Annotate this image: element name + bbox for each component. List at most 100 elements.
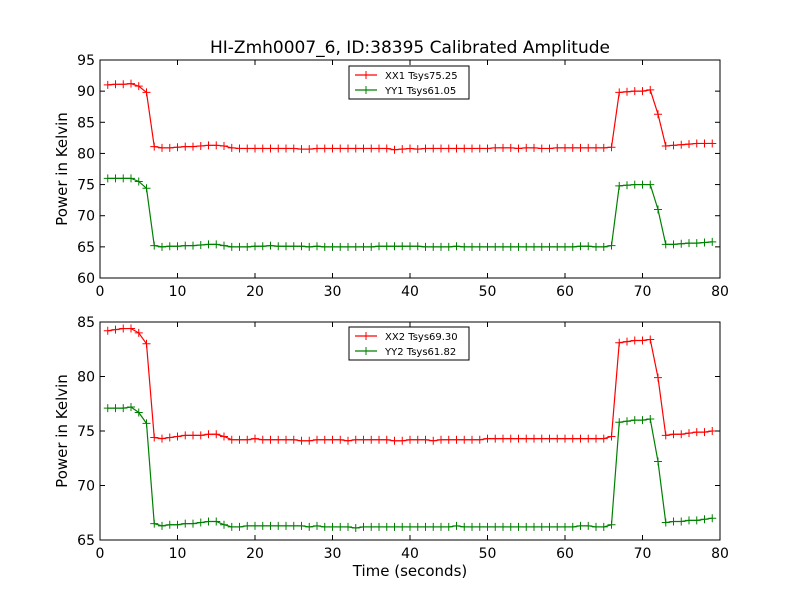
data-point: [320, 435, 329, 444]
data-point: [398, 242, 407, 251]
series-1-2: [103, 174, 717, 251]
data-point: [111, 80, 120, 89]
series-2-2: [103, 403, 717, 533]
data-point: [243, 144, 252, 153]
data-point: [692, 139, 701, 148]
y-tick-label: 80: [77, 370, 95, 386]
data-point: [661, 240, 670, 249]
data-point: [111, 174, 120, 183]
data-point: [661, 431, 670, 440]
data-point: [266, 144, 275, 153]
data-point: [212, 240, 221, 249]
data-point: [382, 242, 391, 251]
data-point: [623, 337, 631, 346]
x-tick-label: 70: [634, 546, 652, 562]
legend-box: [348, 65, 470, 100]
data-point: [429, 144, 438, 153]
data-point: [142, 339, 151, 348]
data-point: [258, 144, 267, 153]
data-point: [506, 242, 515, 251]
data-point: [646, 180, 655, 189]
data-point: [592, 522, 600, 531]
data-point: [313, 435, 321, 444]
data-point: [181, 431, 190, 440]
data-point: [522, 143, 531, 152]
data-point: [274, 144, 283, 153]
legend-label: YY1 Tsys61.05: [384, 86, 456, 97]
data-point: [669, 430, 678, 439]
data-point: [243, 242, 252, 251]
data-point: [685, 239, 693, 248]
data-point: [212, 430, 221, 439]
data-point: [165, 143, 174, 152]
data-point: [196, 141, 205, 150]
legend-label: YY2 Tsys61.82: [384, 347, 456, 358]
data-point: [568, 143, 577, 152]
data-point: [103, 174, 112, 183]
data-point: [475, 435, 484, 444]
data-point: [576, 242, 585, 251]
data-point: [289, 242, 298, 251]
data-point: [274, 521, 283, 530]
data-point: [297, 242, 306, 251]
data-point: [654, 457, 662, 466]
data-point: [367, 435, 376, 444]
data-point: [661, 518, 670, 527]
legend: XX2 Tsys69.30 YY2 Tsys61.82: [348, 326, 470, 361]
data-point: [220, 520, 228, 529]
data-point: [375, 435, 383, 444]
data-point: [189, 431, 197, 440]
data-point: [460, 435, 469, 444]
y-tick-label: 85: [77, 115, 95, 131]
data-point: [189, 142, 197, 151]
data-point: [127, 79, 135, 88]
data-point: [196, 240, 205, 249]
data-point: [692, 239, 701, 248]
plot-2: 0 10 20 30 40 50 60 70 80 65 70 75 80 85 Power in Kelv…: [53, 315, 729, 580]
data-point: [266, 435, 275, 444]
data-point: [576, 521, 585, 530]
data-point: [677, 517, 686, 526]
data-point: [227, 522, 236, 531]
data-point: [522, 522, 531, 531]
data-point: [592, 242, 600, 251]
x-tick-label: 0: [96, 284, 105, 300]
data-point: [328, 242, 337, 251]
data-point: [328, 435, 337, 444]
data-point: [398, 522, 407, 531]
data-point: [437, 522, 445, 531]
data-point: [545, 144, 554, 153]
data-point: [506, 522, 515, 531]
y-tick-label: 65: [77, 533, 95, 549]
data-point: [344, 522, 352, 531]
data-point: [561, 242, 569, 251]
data-point: [134, 408, 143, 417]
x-axis-label: Time (seconds): [352, 562, 468, 580]
data-point: [398, 145, 407, 154]
y-tick-label: 80: [77, 146, 95, 162]
data-point: [545, 434, 554, 443]
data-point: [638, 336, 647, 345]
data-point: [142, 419, 151, 428]
data-point: [460, 242, 469, 251]
data-point: [119, 404, 128, 413]
data-point: [444, 435, 453, 444]
data-point: [382, 522, 391, 531]
data-point: [553, 434, 562, 443]
data-point: [406, 144, 414, 153]
x-tick-label: 40: [401, 284, 419, 300]
y-tick-label: 95: [77, 53, 95, 69]
data-point: [251, 521, 259, 530]
x-tick-label: 40: [401, 546, 419, 562]
data-point: [375, 144, 383, 153]
data-point: [437, 435, 445, 444]
data-point: [227, 143, 236, 152]
data-point: [181, 241, 190, 250]
data-point: [204, 141, 213, 150]
data-point: [413, 435, 422, 444]
data-point: [646, 335, 655, 344]
data-point: [561, 434, 569, 443]
data-point: [638, 416, 647, 425]
plot-1: 0 10 20 30 40 50 60 70 80 60 65 70 75 80 85 90 95 Power i…: [53, 53, 729, 300]
data-point: [251, 434, 259, 443]
